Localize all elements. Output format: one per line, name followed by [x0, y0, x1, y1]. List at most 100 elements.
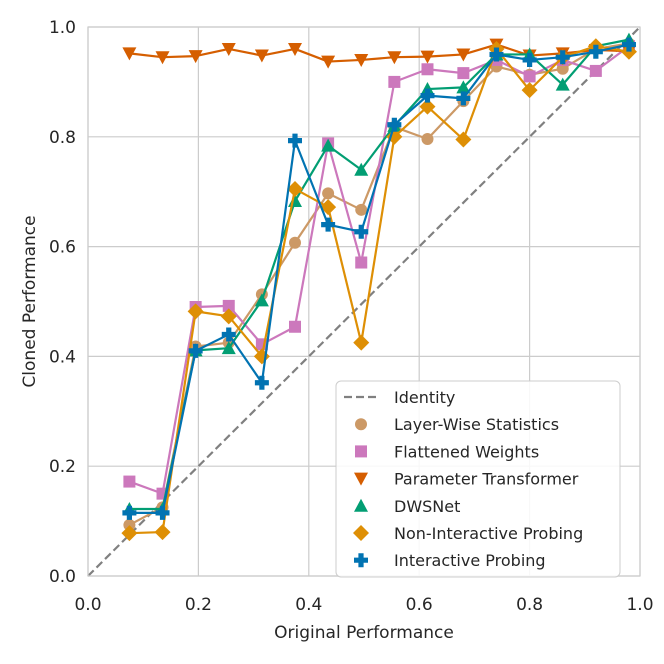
data-point: [420, 82, 435, 96]
data-point: [320, 199, 337, 216]
data-point: [288, 133, 302, 148]
data-point: [555, 50, 570, 65]
data-point: [355, 203, 368, 216]
data-point: [589, 64, 602, 77]
data-point: [287, 180, 303, 197]
legend-box: [335, 380, 621, 578]
series-line: [129, 45, 630, 535]
data-point: [419, 98, 436, 115]
data-point: [321, 138, 336, 152]
data-point: [387, 51, 402, 65]
x-tick-label: 0.0: [74, 595, 101, 615]
data-point: [155, 505, 170, 520]
data-point: [421, 132, 434, 145]
legend-item-parameter-transformer: Parameter Transformer: [354, 470, 579, 489]
legend-label: Parameter Transformer: [394, 470, 579, 489]
data-point: [420, 88, 435, 103]
y-tick-label: 1.0: [49, 18, 76, 38]
data-point: [222, 299, 235, 312]
series-interactive-probing: [122, 37, 636, 520]
data-point: [555, 77, 570, 91]
data-point: [521, 82, 538, 99]
data-point: [123, 475, 136, 488]
data-point: [588, 44, 603, 59]
data-point: [355, 256, 368, 269]
legend-marker: [354, 472, 368, 486]
legend-item-layer-wise-statistics: Layer-Wise Statistics: [355, 415, 559, 434]
legend-marker: [355, 445, 367, 458]
data-point: [154, 524, 171, 541]
legend-label: DWSNet: [394, 497, 460, 516]
ticks: 0.0 0.2 0.4 0.6 0.8 1.0 0.0 0.2 0.4 0.6 0.8 1.0: [49, 18, 654, 615]
data-point: [188, 343, 203, 358]
series-line: [129, 38, 630, 511]
x-axis-label: Original Performance: [274, 623, 454, 643]
x-tick-label: 1.0: [626, 595, 653, 615]
data-point: [353, 334, 370, 351]
series-line: [129, 43, 630, 514]
legend-item-identity: Identity: [344, 388, 455, 407]
data-point: [354, 162, 369, 176]
y-axis-label: Cloned Performance: [20, 215, 40, 387]
legend-item-flattened-weights: Flattened Weights: [355, 442, 539, 461]
data-point: [456, 48, 471, 62]
legend-marker: [353, 525, 369, 541]
x-tick-label: 0.4: [295, 595, 322, 615]
data-point: [254, 49, 269, 63]
y-tick-label: 0.0: [49, 567, 76, 587]
series-line: [129, 43, 629, 63]
legend-item-interactive-probing: Interactive Probing: [354, 551, 546, 570]
series-layer: [121, 32, 637, 542]
series-parameter-transformer: [122, 38, 636, 69]
x-tick-label: 0.8: [516, 595, 543, 615]
data-point: [254, 293, 269, 307]
legend-marker: [354, 553, 368, 568]
data-point: [121, 525, 138, 542]
y-tick-label: 0.4: [49, 347, 76, 367]
data-point: [354, 53, 369, 67]
data-point: [221, 42, 236, 56]
data-point: [455, 131, 472, 148]
data-point: [457, 67, 470, 80]
data-point: [456, 91, 471, 106]
legend-item-non-interactive-probing: Non-Interactive Probing: [353, 524, 583, 543]
legend-label: Flattened Weights: [394, 442, 539, 461]
data-point: [321, 55, 336, 69]
x-tick-label: 0.2: [185, 595, 212, 615]
data-point: [620, 43, 637, 60]
data-point: [188, 50, 203, 64]
data-point: [522, 52, 537, 67]
data-point: [456, 80, 471, 94]
legend-marker: [354, 498, 368, 512]
legend-label: Interactive Probing: [394, 551, 546, 570]
data-point: [254, 375, 269, 390]
legend-item-dwsnet: DWSNet: [354, 497, 460, 516]
data-point: [289, 320, 301, 333]
y-tick-label: 0.8: [49, 128, 76, 148]
data-point: [289, 236, 301, 249]
data-point: [122, 47, 137, 61]
data-point: [420, 50, 435, 64]
legend: Identity Layer-Wise Statistics Flattened W…: [335, 380, 621, 578]
data-point: [388, 75, 401, 88]
data-point: [523, 70, 536, 83]
data-point: [220, 308, 237, 325]
data-point: [489, 47, 504, 62]
data-point: [322, 187, 335, 200]
data-point: [221, 341, 236, 355]
y-tick-label: 0.2: [49, 457, 76, 477]
data-point: [354, 224, 369, 239]
legend-label: Identity: [394, 388, 455, 407]
data-point: [387, 117, 402, 132]
data-point: [288, 42, 302, 56]
data-point: [155, 51, 170, 65]
data-point: [122, 505, 137, 520]
x-tick-label: 0.6: [406, 595, 433, 615]
data-point: [621, 37, 636, 52]
data-point: [321, 217, 336, 232]
data-point: [187, 303, 204, 320]
legend-marker: [355, 418, 367, 431]
legend-label: Layer-Wise Statistics: [394, 415, 559, 434]
y-tick-label: 0.6: [49, 238, 76, 258]
